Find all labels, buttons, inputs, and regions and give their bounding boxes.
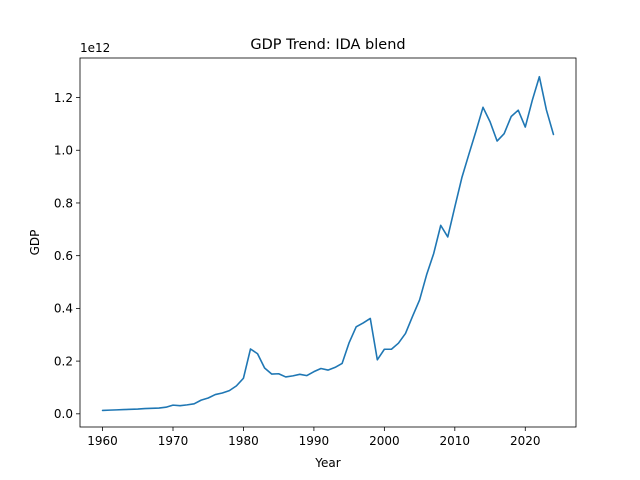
y-tick-label: 0.8 bbox=[54, 196, 73, 210]
y-tick-label: 0.4 bbox=[54, 302, 73, 316]
x-tick-label: 2010 bbox=[440, 434, 471, 448]
y-tick-label: 0.0 bbox=[54, 407, 73, 421]
y-tick-label: 0.6 bbox=[54, 249, 73, 263]
plot-frame bbox=[79, 57, 577, 428]
gdp-series-line bbox=[101, 75, 555, 412]
y-tick-label: 1.2 bbox=[54, 91, 73, 105]
chart-title: GDP Trend: IDA blend bbox=[250, 37, 405, 53]
x-tick-label: 2020 bbox=[510, 434, 541, 448]
x-tick-label: 1960 bbox=[87, 434, 118, 448]
y-tick-label: 0.2 bbox=[54, 354, 73, 368]
x-tick-label: 2000 bbox=[369, 434, 400, 448]
plot-area bbox=[101, 75, 555, 412]
y-axis-offset-label: 1e12 bbox=[80, 41, 110, 55]
y-axis-label: GDP bbox=[28, 230, 42, 256]
x-tick-label: 1990 bbox=[299, 434, 330, 448]
x-tick-label: 1970 bbox=[158, 434, 189, 448]
x-axis-label: Year bbox=[314, 456, 340, 470]
x-tick-label: 1980 bbox=[228, 434, 259, 448]
y-tick-label: 1.0 bbox=[54, 144, 73, 158]
axes: 1960 1970 1980 1990 2000 2010 2020 0.0 0.2 0.4 0.6… bbox=[54, 91, 541, 448]
